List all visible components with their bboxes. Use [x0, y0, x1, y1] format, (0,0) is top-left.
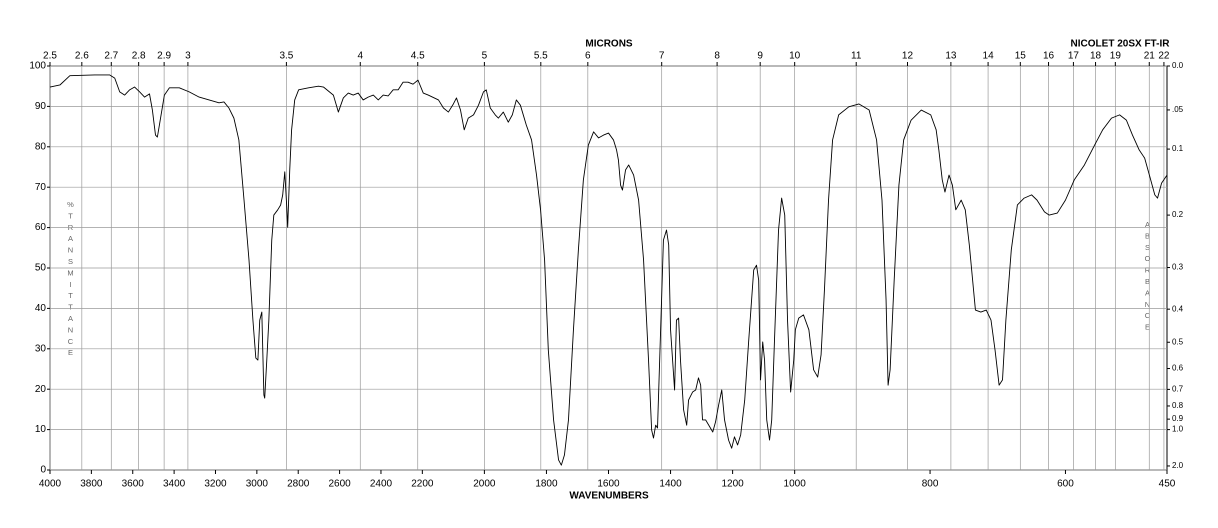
x2-tick-label: 15 [1015, 51, 1027, 62]
x-tick-label: 1400 [659, 479, 682, 490]
x-tick-label: 3600 [122, 479, 145, 490]
x2-tick-label: 2.5 [43, 51, 57, 62]
y2-tick-label: .05 [1172, 105, 1184, 114]
y-tick-label: 20 [35, 384, 47, 395]
x2-tick-label: 19 [1110, 51, 1122, 62]
y-tick-label: 0 [40, 465, 46, 476]
x-tick-label: 1200 [721, 479, 744, 490]
x2-tick-label: 18 [1090, 51, 1102, 62]
x-tick-label: 450 [1159, 479, 1176, 490]
y-tick-label: 90 [35, 101, 47, 112]
y-tick-label: 50 [35, 263, 47, 274]
y2-tick-label: 0.5 [1172, 337, 1184, 346]
y-tick-label: 80 [35, 141, 47, 152]
x2-tick-label: 10 [789, 51, 801, 62]
x2-tick-label: 11 [851, 51, 862, 62]
x2-tick-label: 17 [1068, 51, 1080, 62]
y-tick-label: 70 [35, 182, 47, 193]
x-tick-label: 2800 [287, 479, 310, 490]
y-tick-label: 30 [35, 343, 47, 354]
x-tick-label: 1600 [597, 479, 620, 490]
y2-tick-label: 0.0 [1172, 61, 1184, 70]
x2-tick-label: 3.5 [279, 51, 293, 62]
y2-tick-label: 0.2 [1172, 210, 1184, 219]
x2-tick-label: 2.9 [157, 51, 171, 62]
x2-tick-label: 22 [1158, 51, 1170, 62]
x2-tick-label: 3 [185, 51, 191, 62]
x2-tick-label: 13 [945, 51, 957, 62]
x2-tick-label: 12 [902, 51, 914, 62]
y-tick-label: 40 [35, 303, 47, 314]
grid [49, 65, 1167, 471]
y-tick-label: 100 [29, 61, 46, 72]
x2-tick-label: 5.5 [534, 51, 548, 62]
x2-tick-label: 6 [585, 51, 591, 62]
x-tick-label: 1800 [535, 479, 558, 490]
x-tick-label: 800 [922, 479, 939, 490]
x2-tick-label: 14 [983, 51, 995, 62]
y2-tick-label: 0.8 [1172, 401, 1184, 410]
y2-tick-label: 0.3 [1172, 263, 1184, 272]
y2-tick-label: 0.4 [1172, 304, 1184, 313]
y-axis-label: %TRANSMITTANCE [66, 200, 75, 360]
y-tick-label: 60 [35, 222, 47, 233]
y-tick-label: 10 [35, 424, 47, 435]
x-tick-label: 3800 [80, 479, 103, 490]
x2-tick-label: 9 [757, 51, 763, 62]
x-tick-label: 2000 [473, 479, 496, 490]
x2-tick-label: 5 [482, 51, 488, 62]
x2-tick-label: 2.7 [104, 51, 118, 62]
x2-tick-label: 2.8 [132, 51, 146, 62]
y2-tick-label: 2.0 [1172, 461, 1184, 470]
x-axis-label: WAVENUMBERS [569, 491, 649, 502]
y2-tick-label: 0.6 [1172, 364, 1184, 373]
x2-tick-label: 8 [714, 51, 720, 62]
x-tick-label: 2200 [411, 479, 434, 490]
x-tick-label: 3400 [163, 479, 186, 490]
x-tick-label: 600 [1057, 479, 1074, 490]
y2-tick-label: 0.7 [1172, 385, 1184, 394]
x2-tick-label: 4.5 [411, 51, 425, 62]
x2-tick-label: 7 [659, 51, 665, 62]
x-tick-label: 2400 [370, 479, 393, 490]
x-tick-label: 3200 [204, 479, 227, 490]
x2-tick-label: 21 [1144, 51, 1156, 62]
x-tick-label: 2600 [328, 479, 351, 490]
x-tick-label: 3000 [246, 479, 269, 490]
x2-axis-label: MICRONS [585, 39, 633, 50]
y2-tick-label: 0.1 [1172, 144, 1184, 153]
x2-tick-label: 2.6 [75, 51, 89, 62]
x-tick-label: 4000 [39, 479, 62, 490]
y2-axis-label: ABSORBANCE [1143, 220, 1152, 334]
y2-tick-label: 0.9 [1172, 414, 1184, 423]
x-tick-label: 1000 [784, 479, 807, 490]
y2-tick-label: 1.0 [1172, 425, 1184, 434]
x2-tick-label: 16 [1043, 51, 1055, 62]
x2-tick-label: 4 [357, 51, 363, 62]
spectrum-line [49, 74, 1168, 466]
instrument-label: NICOLET 20SX FT-IR [1071, 39, 1171, 50]
